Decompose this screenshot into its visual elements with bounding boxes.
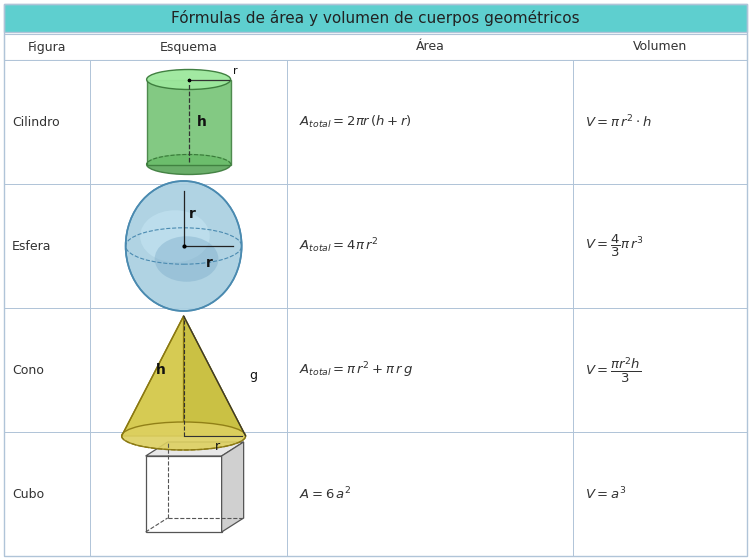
Text: $V = \pi\, r^2 \cdot h$: $V = \pi\, r^2 \cdot h$ (585, 114, 652, 130)
Text: Figura: Figura (28, 40, 66, 54)
Text: Cubo: Cubo (12, 488, 44, 501)
Bar (4, 60, 747, 184)
Bar (4, 184, 747, 308)
Text: h: h (155, 363, 166, 377)
Text: $A_{total} = 4\pi\, r^2$: $A_{total} = 4\pi\, r^2$ (299, 237, 379, 255)
Polygon shape (184, 316, 246, 436)
Bar (4, 34, 747, 60)
Ellipse shape (146, 69, 231, 90)
Text: r: r (189, 207, 195, 221)
Bar (4, 432, 747, 556)
Text: Volumen: Volumen (633, 40, 687, 54)
Ellipse shape (146, 155, 231, 175)
Text: Esquema: Esquema (160, 40, 218, 54)
Polygon shape (146, 442, 243, 456)
Text: r: r (233, 66, 237, 76)
Text: Cilindro: Cilindro (12, 115, 59, 128)
Ellipse shape (155, 236, 219, 282)
Text: $A_{total} = 2\pi r\,( h + r )$: $A_{total} = 2\pi r\,( h + r )$ (299, 114, 412, 130)
Text: r: r (207, 256, 213, 270)
Text: $V = \dfrac{4}{3}\pi\, r^3$: $V = \dfrac{4}{3}\pi\, r^3$ (585, 233, 644, 259)
Bar (146, 80, 231, 165)
Polygon shape (222, 442, 243, 532)
Ellipse shape (140, 210, 210, 262)
Ellipse shape (125, 181, 242, 311)
Text: h: h (197, 115, 207, 129)
Text: $V = a^3$: $V = a^3$ (585, 486, 626, 502)
Bar (4, 308, 747, 432)
Text: Área: Área (415, 40, 445, 54)
Text: r: r (216, 440, 220, 453)
Text: $A = 6\, a^2$: $A = 6\, a^2$ (299, 486, 351, 502)
Bar (4, 4, 747, 32)
Text: $A_{total} = \pi\, r^2 + \pi\, r\, g$: $A_{total} = \pi\, r^2 + \pi\, r\, g$ (299, 360, 413, 380)
Polygon shape (146, 456, 222, 532)
Text: g: g (249, 370, 258, 382)
Ellipse shape (122, 422, 246, 450)
Polygon shape (122, 316, 184, 436)
Text: Cono: Cono (12, 363, 44, 376)
Text: $V = \dfrac{\pi r^2 h}{3}$: $V = \dfrac{\pi r^2 h}{3}$ (585, 355, 641, 385)
Text: Esfera: Esfera (12, 240, 52, 253)
Text: Fórmulas de área y volumen de cuerpos geométricos: Fórmulas de área y volumen de cuerpos ge… (171, 10, 580, 26)
